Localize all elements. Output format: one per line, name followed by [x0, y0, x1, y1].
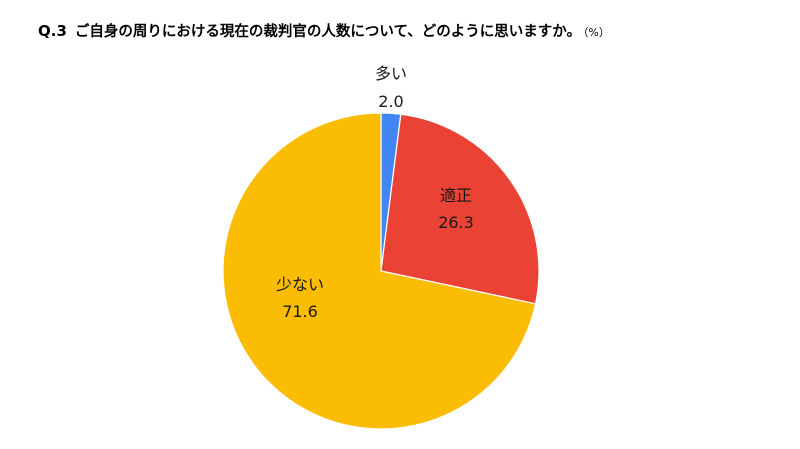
- pie-slice-2: [380, 113, 540, 305]
- question-text: ご自身の周りにおける現在の裁判官の人数について、どのように思いますか。: [74, 24, 581, 40]
- slice-value-3: 71.6: [282, 302, 318, 321]
- chart-title: Q.3 ご自身の周りにおける現在の裁判官の人数について、どのように思いますか。 （%…: [38, 20, 610, 41]
- unit-label: （%）: [582, 26, 610, 39]
- slice-value-2: 26.3: [438, 213, 474, 232]
- slice-label-3: 少ない: [276, 275, 324, 294]
- slice-label-2: 適正: [440, 186, 472, 205]
- slice-value-1: 2.0: [378, 92, 403, 111]
- question-number: Q.3: [38, 22, 67, 40]
- slice-label-1: 多い: [375, 64, 407, 83]
- pie-slice-3: [222, 112, 537, 430]
- pie-slices: [222, 112, 540, 430]
- pie-labels: 多い 2.0 適正 26.3 少ない 71.6: [276, 64, 474, 321]
